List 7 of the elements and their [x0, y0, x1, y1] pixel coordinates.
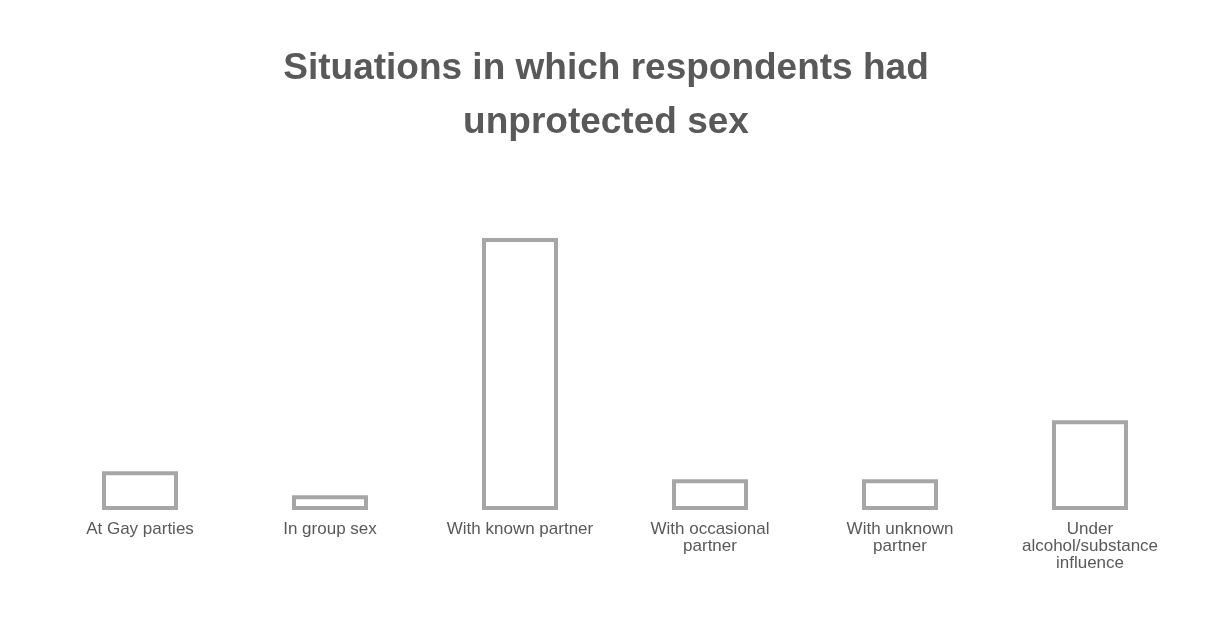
- chart-title: Situations in which respondents had unprotected sex: [282, 45, 930, 143]
- x-tick-label: With unknown partner: [846, 519, 954, 556]
- x-tick-label: At Gay parties: [86, 519, 194, 539]
- x-tick-label: With known partner: [446, 519, 594, 539]
- x-tick-label: Under alcohol/substance influence: [1021, 519, 1159, 573]
- x-tick-label: In group sex: [283, 519, 378, 539]
- x-tick-label: With occasional partner: [650, 519, 770, 556]
